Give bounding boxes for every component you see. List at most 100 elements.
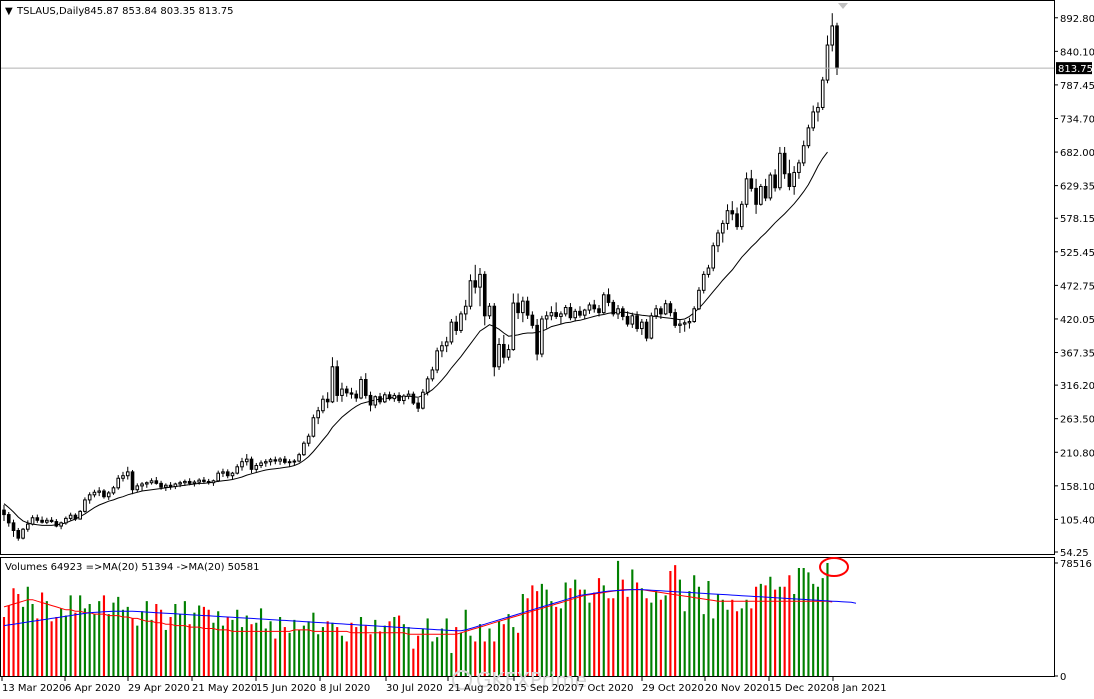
candle-body-down	[416, 402, 420, 409]
time-tick-label: 15 Sep 2020	[514, 683, 577, 694]
candle-body-down	[35, 517, 40, 521]
candle-body-down	[2, 509, 6, 516]
candle-body-up	[78, 510, 82, 520]
candle-body-up	[582, 309, 587, 316]
candle-body-down	[225, 471, 230, 477]
candle-body-up	[816, 106, 820, 113]
candle-body-down	[635, 315, 639, 330]
candle-body-up	[697, 289, 701, 310]
chart-shift-marker-icon[interactable]	[838, 3, 848, 9]
candle-body-down	[763, 185, 768, 199]
candle-body-down	[73, 514, 78, 520]
candle-body-up	[744, 178, 749, 205]
chart-header-arrow[interactable]: ▼	[5, 6, 13, 17]
candle-body-down	[349, 392, 354, 395]
candle-body-down	[735, 213, 739, 228]
candle-body-down	[168, 484, 173, 488]
candle-body-down	[535, 324, 539, 355]
price-tick-label: 787.45	[1060, 81, 1094, 92]
candle-body-up	[259, 462, 263, 467]
candle-body-up	[106, 492, 111, 498]
time-tick-label: 29 Oct 2020	[642, 683, 704, 694]
candle-body-up	[468, 280, 473, 307]
time-tick-label: 15 Dec 2020	[769, 683, 833, 694]
candle-body-up	[649, 315, 654, 339]
candle-body-down	[397, 394, 401, 402]
candle-body-down	[554, 312, 558, 317]
candle-body-up	[563, 307, 568, 315]
time-tick-label: 6 Apr 2020	[65, 683, 120, 694]
candle-body-up	[287, 461, 292, 464]
candle-body-up	[340, 388, 344, 396]
candle-body-up	[21, 528, 25, 539]
volume-ma-fast-line	[3, 589, 833, 635]
candle-body-up	[240, 461, 244, 468]
price-tick-label: 367.35	[1060, 349, 1094, 360]
candle-body-up	[392, 394, 397, 400]
candle-body-up	[45, 519, 49, 523]
candle-body-down	[673, 312, 677, 326]
candle-body-up	[601, 294, 606, 314]
candle-body-up	[221, 471, 225, 474]
price-panel-frame	[0, 0, 1055, 555]
candle-body-up	[549, 312, 554, 317]
candle-body-up	[701, 273, 706, 291]
price-tick-label: 54.25	[1060, 548, 1089, 559]
candle-body-up	[682, 322, 687, 325]
candle-body-up	[711, 245, 716, 269]
candle-body-up	[140, 483, 144, 487]
candle-body-up	[511, 302, 516, 351]
candle-body-down	[387, 394, 392, 400]
candle-body-up	[430, 369, 435, 380]
price-tick-label: 263.50	[1060, 415, 1094, 426]
time-axis: 13 Mar 2020 6 Apr 2020 29 Apr 2020 21 May 2…	[1, 677, 887, 694]
price-tick-label: 472.75	[1060, 281, 1094, 292]
price-tick-label: 158.10	[1060, 482, 1094, 493]
candle-body-up	[316, 410, 320, 419]
time-tick-label: 30 Jul 2020	[386, 683, 443, 694]
candles-layer	[2, 13, 839, 541]
candle-body-down	[102, 490, 106, 498]
candle-body-up	[97, 490, 102, 493]
last-price-label-bg	[1056, 62, 1092, 75]
candle-body-down	[363, 379, 368, 396]
candle-body-up	[311, 417, 316, 437]
candle-body-up	[725, 210, 730, 224]
price-ma-line	[3, 151, 828, 526]
volume-header: Volumes 64923 =>MA(20) 51394 ->MA(20) 50…	[5, 562, 259, 573]
candle-body-down	[202, 479, 206, 482]
candle-body-down	[283, 458, 287, 463]
candle-body-up	[806, 127, 811, 147]
candle-body-down	[249, 458, 254, 470]
candle-body-up	[820, 79, 825, 108]
candle-body-up	[330, 366, 335, 403]
candle-body-down	[6, 514, 11, 524]
last-price-label: 813.75	[1058, 64, 1093, 75]
price-tick-label: 578.15	[1060, 214, 1094, 225]
candle-body-up	[797, 162, 801, 173]
candle-body-up	[444, 341, 449, 347]
candle-body-down	[54, 521, 59, 527]
candle-body-down	[773, 174, 777, 189]
candle-body-up	[149, 480, 154, 484]
candle-body-up	[278, 458, 282, 462]
candle-body-up	[540, 318, 544, 355]
candle-body-down	[482, 273, 487, 317]
candle-body-up	[144, 482, 149, 485]
candle-body-down	[568, 307, 573, 319]
candle-body-up	[321, 398, 325, 412]
price-tick-label: 525.45	[1060, 248, 1094, 259]
candle-body-up	[268, 459, 273, 463]
candle-body-up	[506, 349, 511, 358]
candle-body-up	[521, 300, 525, 314]
candle-body-down	[206, 480, 211, 484]
candle-body-down	[620, 308, 625, 317]
candle-body-up	[263, 461, 268, 464]
time-tick-label: 8 Jul 2020	[320, 683, 370, 694]
time-tick-label: 21 May 2020	[192, 683, 257, 694]
time-tick-label: 15 Jun 2020	[256, 683, 316, 694]
candle-body-down	[40, 519, 44, 523]
candle-body-up	[478, 273, 482, 288]
candle-body-down	[159, 482, 163, 488]
